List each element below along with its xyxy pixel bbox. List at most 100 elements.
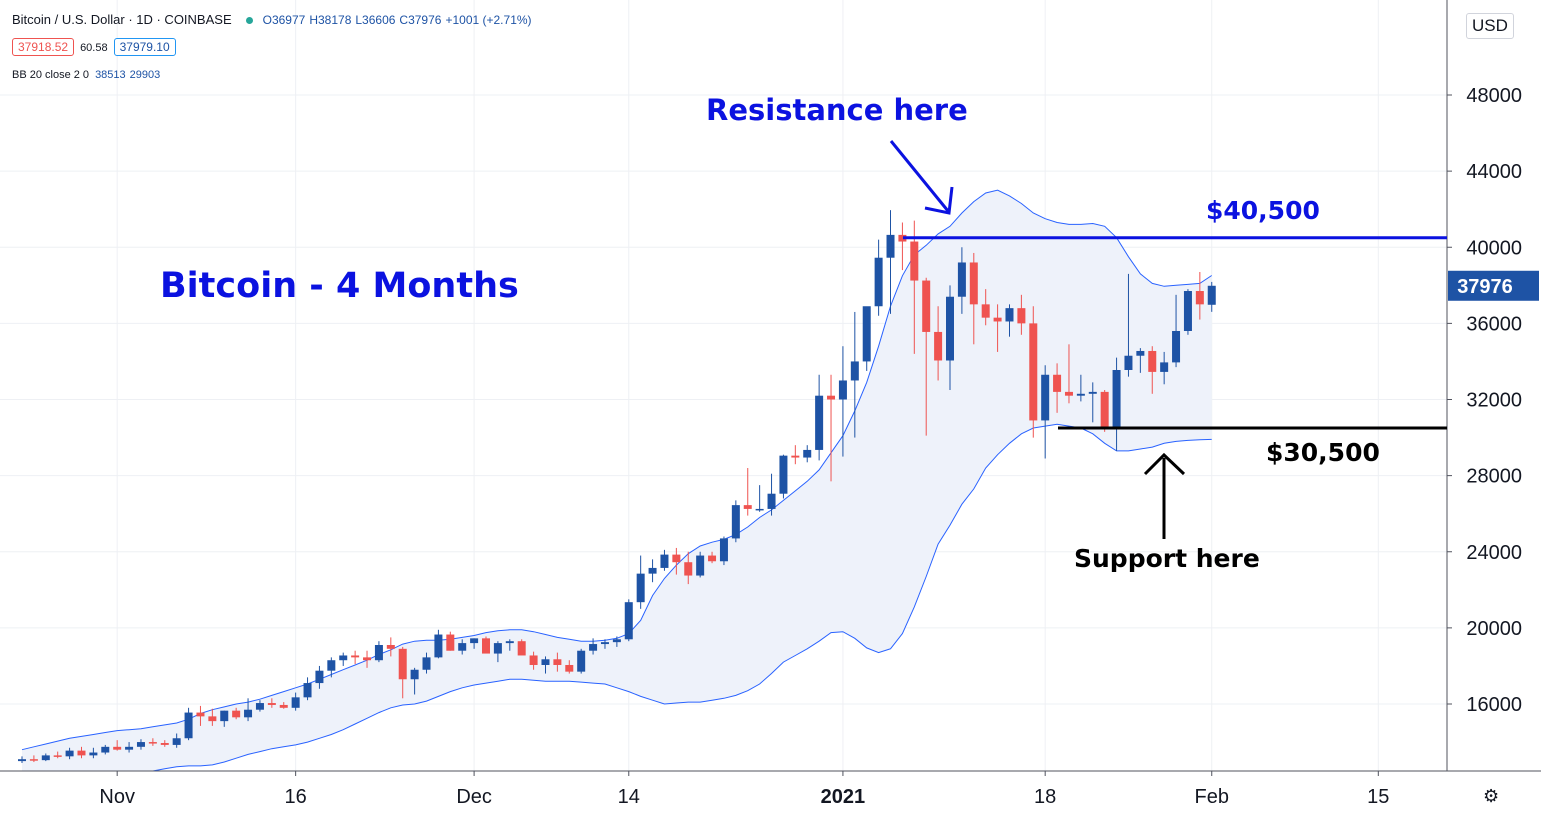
candle-body: [957, 262, 966, 297]
candle: [827, 374, 836, 482]
candle: [719, 536, 728, 566]
candle-body: [18, 759, 26, 762]
y-tick-label: 48000: [1466, 85, 1522, 107]
candle-body: [422, 657, 431, 670]
candle-body: [1017, 308, 1026, 324]
candle-body: [410, 669, 419, 680]
candle: [422, 652, 431, 674]
candle: [708, 551, 717, 564]
candle-body: [600, 642, 609, 645]
candle-body: [993, 317, 1002, 322]
candle-body: [398, 648, 407, 680]
candle: [850, 311, 859, 438]
candle-body: [791, 455, 800, 458]
candle: [517, 639, 526, 656]
candle-body: [1183, 291, 1192, 331]
candle-body: [1053, 374, 1062, 392]
candle-body: [743, 505, 752, 509]
candle-body: [862, 306, 871, 362]
candle-body: [65, 750, 74, 757]
candle-body: [1160, 362, 1169, 372]
x-tick-label: 16: [285, 786, 307, 808]
candle: [1124, 273, 1133, 377]
last-price-label: 37976: [1457, 276, 1513, 298]
candle: [815, 374, 824, 461]
candle-body: [1136, 350, 1145, 356]
bid-button[interactable]: 37918.52: [12, 38, 75, 56]
x-tick-label: 2021: [821, 786, 866, 808]
candle-body: [636, 573, 645, 603]
candle: [279, 702, 288, 709]
candle: [743, 468, 752, 516]
candle-body: [969, 262, 978, 305]
candle: [898, 222, 907, 271]
candle: [731, 500, 740, 543]
candle-body: [232, 710, 241, 718]
candle-body: [517, 641, 526, 656]
support-annotation: Support here: [1074, 544, 1260, 573]
candle: [208, 708, 217, 726]
candle: [1041, 365, 1050, 459]
candle-body: [351, 655, 360, 658]
candle-body: [672, 554, 681, 563]
y-tick-label: 24000: [1466, 542, 1522, 564]
candle-body: [779, 455, 788, 494]
candle-body: [208, 716, 217, 722]
candle-body: [803, 449, 812, 458]
candle: [957, 247, 966, 314]
resistance-arrow-head: [924, 186, 954, 215]
candle-body: [255, 703, 264, 710]
candle-body: [1207, 285, 1216, 305]
candle: [255, 700, 264, 712]
candle-body: [148, 742, 157, 744]
candle: [101, 744, 110, 755]
candle: [1100, 389, 1109, 432]
candle-body: [755, 508, 764, 511]
candle-body: [541, 659, 550, 665]
candle-body: [1100, 391, 1109, 428]
candle: [862, 306, 871, 371]
symbol-title[interactable]: Bitcoin / U.S. Dollar · 1D · COINBASE: [12, 12, 232, 27]
candle: [77, 746, 86, 759]
chart-title: Bitcoin - 4 Months: [160, 266, 519, 306]
last-price-tag: [1448, 270, 1539, 301]
candle-body: [125, 746, 134, 750]
y-tick-label: 28000: [1466, 466, 1522, 488]
resistance-arrow: [889, 140, 950, 212]
indicator-lower-value: 29903: [129, 69, 161, 81]
ohlc-change: +1001 (+2.71%): [445, 13, 532, 27]
ask-button[interactable]: 37979.10: [113, 38, 176, 56]
candle: [696, 551, 705, 578]
candle-body: [1029, 323, 1038, 421]
x-tick-label: 18: [1034, 786, 1056, 808]
candle: [1136, 348, 1145, 373]
indicator-upper-value: 38513: [95, 69, 126, 81]
indicator-legend[interactable]: BB 20 close 2 0 38513 29903: [12, 69, 164, 81]
candle-body: [77, 750, 86, 756]
candle-body: [1005, 308, 1014, 322]
ohlc-open: O36977: [262, 13, 306, 27]
candle: [53, 751, 62, 759]
candle: [969, 252, 978, 345]
candle: [648, 559, 657, 583]
candle: [577, 648, 586, 674]
candle: [541, 656, 550, 674]
candle-body: [172, 738, 181, 745]
candle: [874, 239, 883, 316]
candle: [482, 636, 490, 654]
candle: [660, 549, 669, 571]
candle: [148, 738, 157, 746]
ohlc-low: L36606: [355, 13, 396, 27]
market-status-icon: [245, 17, 253, 25]
gear-icon[interactable]: ⚙: [1483, 786, 1500, 806]
candle-body: [565, 664, 574, 672]
candle-body: [196, 712, 205, 717]
candle: [1195, 271, 1204, 320]
candle: [458, 639, 467, 655]
candle: [446, 631, 455, 651]
candle-body: [910, 241, 919, 281]
currency-button[interactable]: USD: [1466, 13, 1514, 39]
support-arrow-head: [1143, 452, 1186, 476]
y-tick-label: 40000: [1466, 237, 1522, 259]
